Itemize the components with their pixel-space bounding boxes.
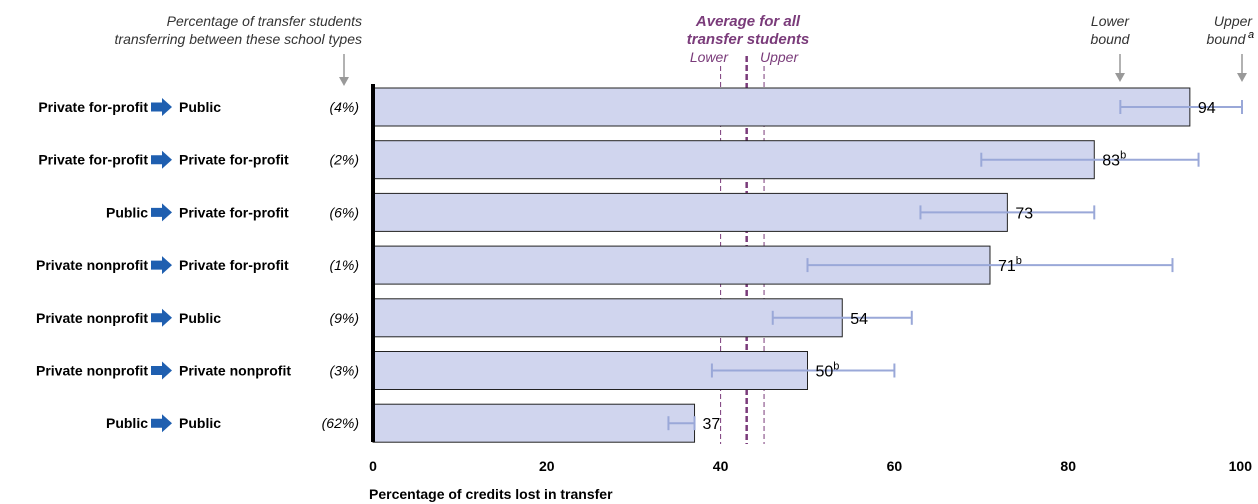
from-school-label: Private for-profit <box>38 152 148 168</box>
bar <box>372 140 1095 180</box>
x-tick-label: 80 <box>1060 458 1076 474</box>
from-school-label: Public <box>106 415 148 431</box>
error-bar <box>710 363 896 378</box>
arrow-icon <box>151 203 172 222</box>
to-school-label: Public <box>179 99 221 115</box>
average-upper-label: Upper <box>760 49 799 65</box>
share-note-pointer <box>339 54 349 86</box>
x-tick-label: 100 <box>1229 458 1253 474</box>
to-school-label: Private nonprofit <box>179 363 291 379</box>
value-label: 50b <box>816 361 840 381</box>
to-school-label: Private for-profit <box>179 152 289 168</box>
average-title-line2: transfer students <box>687 31 810 48</box>
arrow-icon <box>151 150 172 169</box>
share-label: (1%) <box>329 257 359 273</box>
value-label: 54 <box>850 311 868 328</box>
x-tick-label: 60 <box>887 458 903 474</box>
upper-bound-label-line1: Upper <box>1214 13 1253 29</box>
share-label: (9%) <box>329 310 359 326</box>
row-labels: Private for-profit Public (4%) Private for-… <box>36 98 359 433</box>
share-label: (2%) <box>329 152 359 168</box>
arrow-icon <box>151 98 172 116</box>
x-tick-label: 0 <box>369 458 377 474</box>
from-school-label: Private nonprofit <box>36 257 148 273</box>
share-label: (3%) <box>329 363 359 379</box>
error-bar <box>667 416 696 431</box>
bar <box>372 87 1191 127</box>
value-footnote: b <box>833 361 839 373</box>
error-bar <box>806 258 1174 273</box>
from-school-label: Private for-profit <box>38 99 148 115</box>
from-school-label: Private nonprofit <box>36 310 148 326</box>
from-school-label: Public <box>106 204 148 220</box>
x-axis-ticks: 0 20 40 60 80 100 <box>369 458 1252 474</box>
share-label: (62%) <box>322 415 359 431</box>
x-tick-label: 40 <box>713 458 729 474</box>
average-title-line1: Average for all <box>695 13 801 30</box>
value-label: 94 <box>1198 100 1216 117</box>
bar <box>372 192 1008 232</box>
error-bars: 94 83b 73 71b 54 50b 37 <box>667 100 1243 433</box>
lower-bound-pointer <box>1115 54 1125 82</box>
share-label: (6%) <box>329 204 359 220</box>
to-school-label: Private for-profit <box>179 204 289 220</box>
upper-bound-pointer <box>1237 54 1247 82</box>
arrow-icon <box>151 256 172 275</box>
share-note-line1: Percentage of transfer students <box>167 13 362 29</box>
bar <box>372 403 696 443</box>
lower-bound-label-line2: bound <box>1091 31 1131 47</box>
arrow-icon <box>151 414 172 433</box>
arrow-icon <box>151 308 172 327</box>
value-label: 73 <box>1015 205 1033 222</box>
value-footnote: b <box>1016 255 1022 267</box>
share-label: (4%) <box>329 99 359 115</box>
x-tick-label: 20 <box>539 458 555 474</box>
arrow-icon <box>151 361 172 380</box>
to-school-label: Public <box>179 415 221 431</box>
error-bar <box>1119 100 1243 114</box>
to-school-label: Private for-profit <box>179 257 289 273</box>
value-label: 37 <box>703 416 721 433</box>
upper-bound-footnote: a <box>1248 29 1254 41</box>
error-bar <box>919 205 1096 220</box>
average-lower-label: Lower <box>690 49 729 65</box>
to-school-label: Public <box>179 310 221 326</box>
lower-bound-label-line1: Lower <box>1091 13 1130 29</box>
from-school-label: Private nonprofit <box>36 363 148 379</box>
value-label: 71b <box>998 255 1022 275</box>
upper-bound-label-line2: bound <box>1207 31 1247 47</box>
error-bar <box>771 310 913 325</box>
bar <box>372 298 843 338</box>
value-footnote: b <box>1120 150 1126 162</box>
bars <box>372 87 1191 443</box>
value-label: 83b <box>1102 150 1126 170</box>
share-note-line2: transferring between these school types <box>115 31 362 47</box>
x-axis-label: Percentage of credits lost in transfer <box>369 486 613 502</box>
error-bar <box>980 152 1200 167</box>
